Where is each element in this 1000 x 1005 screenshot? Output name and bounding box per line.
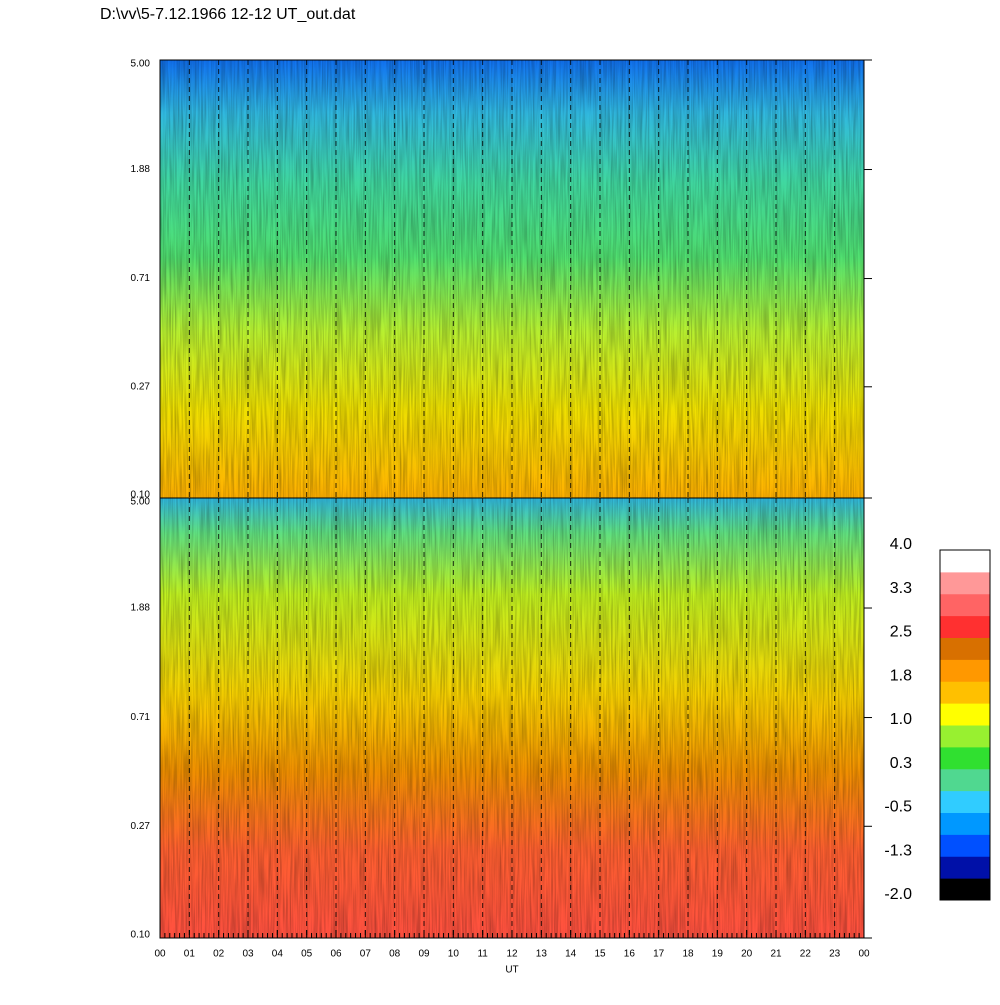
y-tick-label: 0.10 xyxy=(131,490,151,501)
color-cell xyxy=(940,725,990,748)
x-tick-label: 19 xyxy=(712,949,724,960)
y-tick-label: 0.71 xyxy=(131,712,151,723)
x-tick-label: 21 xyxy=(770,949,782,960)
colorbar-label: -0.5 xyxy=(884,799,912,816)
color-cell xyxy=(940,593,990,617)
x-axis-label: UT xyxy=(505,965,518,976)
x-tick-label: 04 xyxy=(272,949,284,960)
color-cell xyxy=(940,812,990,835)
y-tick-label: 5.00 xyxy=(131,59,151,70)
x-tick-label: 01 xyxy=(184,949,196,960)
x-tick-label: 14 xyxy=(565,949,577,960)
color-cell xyxy=(940,834,990,857)
x-tick-label: 12 xyxy=(506,949,518,960)
x-tick-label: 08 xyxy=(389,949,401,960)
chart-title: D:\vv\5-7.12.1966 12-12 UT_out.dat xyxy=(100,6,356,23)
y-tick-label: 1.88 xyxy=(131,603,151,614)
color-cell xyxy=(940,703,990,726)
x-tick-label: 00 xyxy=(154,949,166,960)
y-tick-label: 0.27 xyxy=(131,381,151,392)
x-tick-label: 10 xyxy=(448,949,460,960)
color-cell xyxy=(940,790,990,813)
x-tick-label: 03 xyxy=(242,949,254,960)
x-tick-label: 13 xyxy=(536,949,548,960)
x-tick-label: 22 xyxy=(800,949,812,960)
y-tick-label: 0.27 xyxy=(131,821,151,832)
x-tick-label: 18 xyxy=(682,949,694,960)
x-tick-label: 16 xyxy=(624,949,636,960)
color-cell xyxy=(940,571,990,595)
colorbar-label: -1.3 xyxy=(884,842,912,859)
color-cell xyxy=(940,746,990,770)
x-tick-label: 09 xyxy=(418,949,430,960)
color-cell xyxy=(940,856,990,879)
x-tick-label: 17 xyxy=(653,949,665,960)
x-tick-label: 15 xyxy=(594,949,606,960)
color-cell xyxy=(940,768,990,792)
x-tick-label: 20 xyxy=(741,949,753,960)
colorbar-label: 0.3 xyxy=(890,755,912,772)
y-tick-label: 1.88 xyxy=(131,164,151,175)
color-cell xyxy=(940,550,990,573)
colorbar-label: 3.3 xyxy=(890,580,912,597)
color-cell xyxy=(940,637,990,660)
colorbar-label: 2.5 xyxy=(890,624,912,641)
y-tick-label: 0.10 xyxy=(131,930,151,941)
colorbar-frame xyxy=(939,549,991,901)
color-cell xyxy=(940,659,990,682)
y-tick-label: 0.71 xyxy=(131,273,151,284)
colorbar-label: 1.0 xyxy=(890,711,912,728)
x-tick-label: 06 xyxy=(330,949,342,960)
x-tick-label: 23 xyxy=(829,949,841,960)
x-tick-label: 00 xyxy=(858,949,870,960)
color-cell xyxy=(940,681,990,704)
x-tick-label: 02 xyxy=(213,949,225,960)
y-tick-label: 5.00 xyxy=(131,497,151,508)
colorbar-label: 4.0 xyxy=(890,536,912,553)
color-cell xyxy=(940,615,990,638)
color-cell xyxy=(940,878,990,901)
x-tick-label: 11 xyxy=(477,949,488,960)
colorbar-label: -2.0 xyxy=(884,886,912,903)
x-tick-label: 05 xyxy=(301,949,313,960)
colorbar-label: 1.8 xyxy=(890,667,912,684)
x-tick-label: 07 xyxy=(360,949,372,960)
